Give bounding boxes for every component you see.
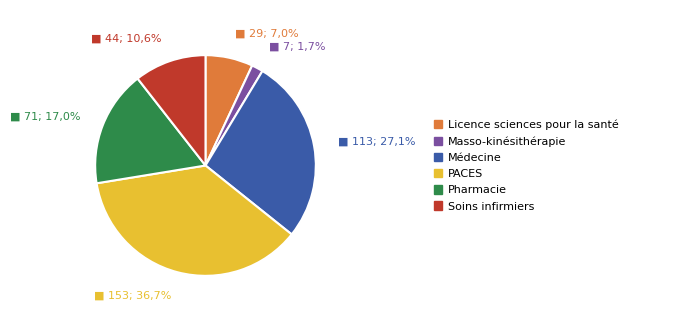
Text: ■ 29; 7,0%: ■ 29; 7,0% <box>235 29 298 39</box>
Wedge shape <box>138 55 206 166</box>
Wedge shape <box>206 55 252 166</box>
Text: ■ 7; 1,7%: ■ 7; 1,7% <box>269 42 325 52</box>
Wedge shape <box>95 78 206 183</box>
Text: ■ 153; 36,7%: ■ 153; 36,7% <box>94 291 171 301</box>
Text: ■ 71; 17,0%: ■ 71; 17,0% <box>10 112 80 121</box>
Wedge shape <box>206 66 262 166</box>
Text: ■ 113; 27,1%: ■ 113; 27,1% <box>338 137 416 147</box>
Wedge shape <box>206 71 316 234</box>
Text: ■ 44; 10,6%: ■ 44; 10,6% <box>91 33 162 43</box>
Wedge shape <box>97 166 292 276</box>
Legend: Licence sciences pour la santé, Masso-kinésithérapie, Médecine, PACES, Pharmacie: Licence sciences pour la santé, Masso-ki… <box>430 116 622 215</box>
